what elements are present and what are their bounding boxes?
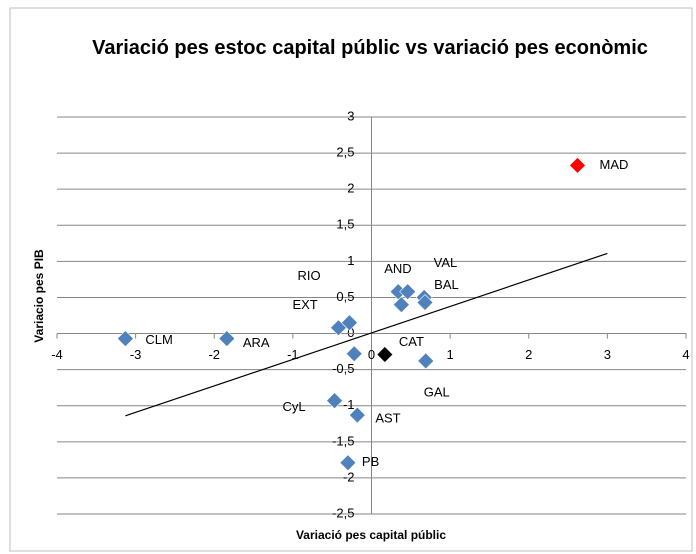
x-tick-label: 4	[682, 347, 689, 362]
y-tick-label: -2,5	[332, 505, 354, 520]
point	[416, 294, 434, 311]
point	[116, 330, 134, 348]
point-label: VAL	[434, 255, 458, 270]
point-label: CLM	[145, 332, 172, 347]
point	[326, 392, 343, 410]
point-label: PB	[362, 454, 379, 469]
point	[339, 454, 357, 472]
chart-title: Variació pes estoc capital públic vs var…	[92, 37, 648, 59]
x-tick-label: -4	[51, 347, 63, 362]
x-tick-label: 1	[447, 347, 454, 362]
x-tick-label: -2	[208, 347, 220, 362]
x-tick-label: 2	[525, 347, 532, 362]
x-tick-label: -3	[130, 347, 142, 362]
trendline	[125, 252, 608, 417]
point	[417, 352, 435, 370]
point-label: ARA	[243, 335, 270, 350]
x-tick-label: -1	[287, 347, 299, 362]
x-tick-label: 0	[368, 347, 375, 362]
y-tick-label: -1	[343, 397, 355, 412]
x-tick-label: 3	[604, 347, 611, 362]
point-label: MAD	[599, 157, 628, 172]
y-tick-label: 2,5	[336, 145, 354, 160]
y-tick-label: -0,5	[332, 361, 354, 376]
point-label: CAT	[399, 334, 424, 349]
y-tick-label: 3	[347, 108, 354, 123]
point-label: GAL	[424, 384, 450, 399]
point	[341, 314, 358, 332]
point	[392, 296, 410, 314]
point-label: RIO	[297, 268, 320, 283]
point	[218, 330, 236, 348]
point-label: EXT	[292, 297, 317, 312]
y-tick-label: 0	[347, 325, 354, 340]
point-label: BAL	[434, 277, 459, 292]
y-axis-title: Variacio pes PIB	[32, 249, 46, 343]
x-axis-title: Variació pes capital públic	[296, 528, 446, 542]
y-tick-label: 2	[347, 181, 354, 196]
point-label: AND	[384, 261, 411, 276]
point-label: AST	[375, 411, 400, 426]
point	[376, 346, 394, 363]
y-tick-label: 1	[347, 253, 354, 268]
y-tick-label: -2	[343, 469, 355, 484]
point	[399, 283, 417, 301]
y-tick-label: -1,5	[332, 433, 354, 448]
point	[348, 406, 366, 424]
y-tick-label: 0,5	[336, 289, 354, 304]
point	[569, 156, 586, 174]
y-tick-label: 1,5	[336, 217, 354, 232]
point	[345, 345, 363, 363]
point-label: CyL	[283, 399, 306, 414]
